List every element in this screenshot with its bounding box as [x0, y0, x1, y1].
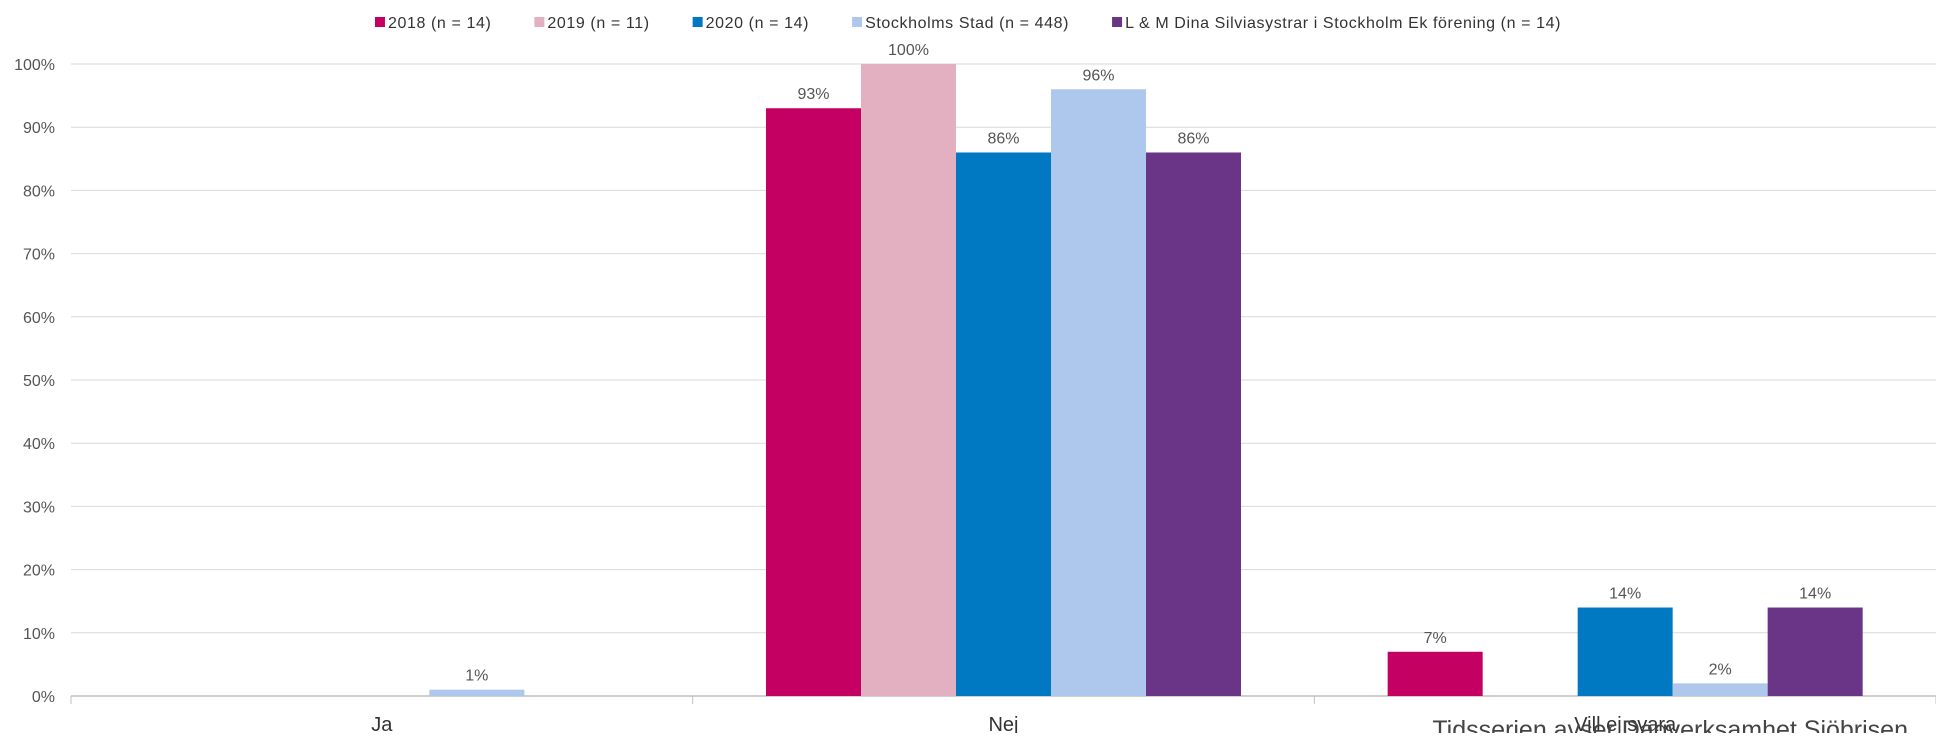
- bar: [861, 64, 956, 696]
- legend-swatch: [1112, 17, 1123, 27]
- y-tick-label: 90%: [23, 120, 55, 137]
- legend-swatch: [374, 17, 385, 27]
- y-tick-label: 10%: [23, 626, 55, 643]
- legend: 2018 (n = 14) 2019 (n = 11) 2020 (n = 14) S…: [374, 15, 1561, 32]
- bar: [1146, 152, 1241, 697]
- legend-item: L & M Dina Silviasystrar i Stockholm Ek …: [1112, 15, 1561, 32]
- legend-item: 2018 (n = 14): [374, 15, 491, 32]
- bar: [1387, 651, 1483, 696]
- data-label: 86%: [987, 130, 1019, 147]
- category-label: Vill ej svara: [1574, 714, 1677, 733]
- y-tick-label: 60%: [23, 310, 55, 327]
- data-label: 7%: [1424, 630, 1447, 647]
- legend-label: L & M Dina Silviasystrar i Stockholm Ek …: [1125, 15, 1561, 32]
- legend-swatch: [852, 17, 863, 27]
- data-label: 100%: [888, 42, 929, 59]
- legend-item: 2020 (n = 14): [692, 15, 809, 32]
- bar: [956, 152, 1051, 697]
- legend-label: 2018 (n = 14): [388, 15, 491, 32]
- value-labels-layer: 1% 93% 100% 86% 96% 86% 7% 14% 2% 14%: [465, 42, 1831, 685]
- bar: [766, 108, 861, 697]
- category-label: Ja: [371, 714, 393, 733]
- footnote: Tidsserien avser Dagverksamhet Sjöbrisen: [1432, 716, 1908, 733]
- bar: [429, 689, 525, 696]
- y-tick-label: 50%: [23, 373, 55, 390]
- data-label: 96%: [1082, 67, 1114, 84]
- data-label: 14%: [1609, 586, 1641, 603]
- category-label: Nej: [988, 714, 1018, 733]
- data-label: 1%: [465, 668, 488, 685]
- y-tick-label: 100%: [14, 57, 55, 74]
- legend-label: 2020 (n = 14): [706, 15, 809, 32]
- legend-swatch: [534, 17, 545, 27]
- data-label: 86%: [1177, 130, 1209, 147]
- y-tick-label: 80%: [23, 183, 55, 200]
- bars-layer: [429, 64, 1863, 697]
- y-tick-label: 0%: [32, 689, 55, 706]
- legend-label: Stockholms Stad (n = 448): [865, 15, 1069, 32]
- data-label: 2%: [1709, 661, 1732, 678]
- y-tick-label: 70%: [23, 247, 55, 264]
- y-tick-label: 40%: [23, 436, 55, 453]
- data-label: 14%: [1799, 586, 1831, 603]
- bar: [1672, 683, 1768, 696]
- bar: [1767, 607, 1863, 696]
- data-label: 93%: [797, 86, 829, 103]
- legend-label: 2019 (n = 11): [547, 15, 649, 32]
- legend-swatch: [692, 17, 703, 27]
- legend-item: Stockholms Stad (n = 448): [852, 15, 1069, 32]
- legend-item: 2019 (n = 11): [534, 15, 649, 32]
- y-tick-label: 20%: [23, 563, 55, 580]
- bar: [1577, 607, 1673, 696]
- bar: [1051, 89, 1146, 696]
- y-tick-label: 30%: [23, 499, 55, 516]
